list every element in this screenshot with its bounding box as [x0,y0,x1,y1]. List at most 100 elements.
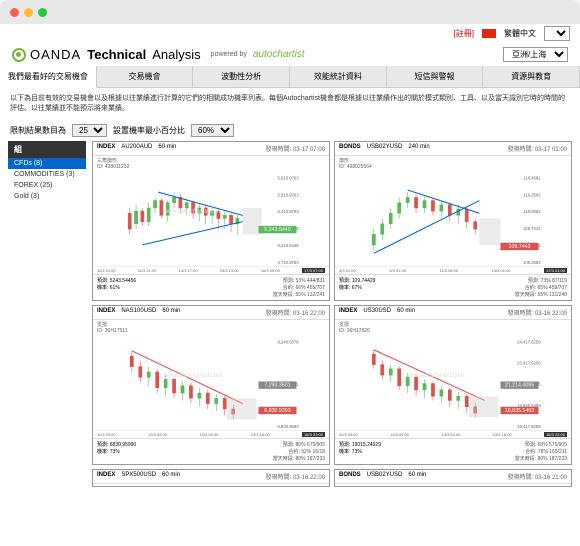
location-select[interactable]: 亞洲/上海 [503,47,568,62]
tab-2[interactable]: 波動性分析 [193,66,290,87]
svg-text:21,214.4095: 21,214.4095 [505,382,534,388]
chart-footer-right: 預測: 80% 675/905合約: 92% 16/18當天時段: 80% 18… [211,441,325,462]
charts-grid: INDEX AU200AUD 60 min 發現時間: 03-17 07:00 … [92,141,572,487]
svg-text:110.4582: 110.4582 [523,175,541,180]
svg-text:19,417.6259: 19,417.6259 [517,423,541,428]
oanda-icon [12,48,26,62]
chart-type: INDEX [339,308,357,317]
chart-interval: 60 min [397,308,415,317]
chart-footer: 預測: 5243.54456機率: 61% 預測: 53% 444/831合約:… [93,274,329,300]
chart-header: INDEX US30USD 60 min 發現時間: 03-16 22:00 [335,306,571,320]
chart-time: 發現時間: 03-16 22:00 [508,308,567,317]
register-link[interactable]: [註冊] [454,28,474,39]
chart-symbol: USB02YUSD [367,144,403,153]
svg-text:109.2583: 109.2583 [523,259,541,264]
sidebar-item-0[interactable]: CFDs (8) [8,158,86,169]
chart-subtitle: 三角旗形ID: 498011232 [93,156,329,171]
maximize-dot[interactable] [38,8,47,17]
chart-symbol: US30USD [363,308,391,317]
svg-text:109.7443: 109.7443 [509,244,531,250]
oanda-logo: OANDA [12,47,81,62]
chart-time: 發現時間: 03-16 22:00 [266,308,325,317]
chart-subtitle: 支撐ID: 36H17826 [335,320,571,335]
title-light: Analysis [152,47,200,62]
sidebar-item-1[interactable]: COMMODITIES (3) [8,169,86,180]
chart-footer-left: 預測: 19015.24929機率: 73% [339,441,453,462]
chart-footer: 預測: 6830.95990機率: 73% 預測: 80% 675/905合約:… [93,438,329,464]
language-select[interactable] [544,26,570,41]
chart-svg: 8,240.93787,293.35016,830.95937,293.3501… [93,335,329,430]
browser-titlebar [0,0,580,24]
chart-type: BONDS [339,144,361,153]
app-window: [註冊] 繁體中文 OANDA Technical Analysis power… [0,24,580,546]
sidebar-item-3[interactable]: Gold (3) [8,191,86,202]
chart-cell: INDEX SPX500USD 60 min 發現時間: 03-16 22:00 [92,469,330,487]
chart-type: INDEX [97,144,115,153]
chart-cell: BONDS USB02YUSD 240 min 發現時間: 03-17 01:0… [334,141,572,301]
autochartist-logo: autochartist [253,49,305,60]
chart-interval: 240 min [408,144,429,153]
chart-xaxis: 11/3 20:0012/3 04:0013/3 04:0013/3 18:00… [93,430,329,438]
tab-0[interactable]: 我們最看好的交易機會 [0,66,97,88]
chart-subtitle: 支撐ID: 36H17511 [93,320,329,335]
chart-header: INDEX AU200AUD 60 min 發現時間: 03-17 07:00 [93,142,329,156]
tab-5[interactable]: 資源與教育 [483,66,580,87]
watermark: www.autochartist.com [406,373,464,379]
close-dot[interactable] [10,8,19,17]
minimize-dot[interactable] [24,8,33,17]
limit-select[interactable]: 25 [72,124,107,137]
controls: 限制結果數目為 25 設置機率最小百分比 60% [0,120,580,141]
svg-text:4,710.9763: 4,710.9763 [277,259,299,264]
sidebar-item-2[interactable]: FOREX (25) [8,180,86,191]
chart-type: INDEX [97,308,115,317]
chart-cell: BONDS USB02YUSD 60 min 發現時間: 03-16 21:00 [334,469,572,487]
chart-body: 110.4582110.2582110.0582109.7443109.4582… [335,171,571,266]
svg-text:6,830.9393: 6,830.9393 [264,408,290,414]
chart-xaxis: 11/3 20:0012/3 04:0013/3 04:0013/3 18:00… [335,430,571,438]
chart-xaxis: 11/3 01:0011/3 21:0014/3 17:0015/3 13:00… [93,266,329,274]
chart-subtitle: 旗形ID: 498025564 [335,156,571,171]
chart-type: BONDS [339,472,361,481]
flag-icon [482,29,496,38]
svg-text:5,410.9763: 5,410.9763 [277,209,299,214]
svg-text:110.0582: 110.0582 [523,209,541,214]
chart-header: INDEX NAS100USD 60 min 發現時間: 03-16 22:00 [93,306,329,320]
chart-time: 發現時間: 03-16 21:00 [508,472,567,481]
chart-symbol: SPX500USD [121,472,156,481]
chart-svg: 24,417.625923,417.625921,214.409519,835.… [335,335,571,430]
chart-body: www.autochartist.com8,240.93787,293.3501… [93,335,329,430]
chart-time: 發現時間: 03-17 01:00 [508,144,567,153]
chart-svg: 110.4582110.2582110.0582109.7443109.4582… [335,171,571,266]
chart-footer-left: 預測: 5243.54456機率: 61% [97,277,211,298]
brand-text: OANDA [30,47,81,62]
limit-label: 限制結果數目為 [10,125,66,136]
chart-type: INDEX [97,472,115,481]
chart-cell: INDEX AU200AUD 60 min 發現時間: 03-17 07:00 … [92,141,330,301]
chart-interval: 60 min [158,144,176,153]
chart-header: BONDS USB02YUSD 240 min 發現時間: 03-17 01:0… [335,142,571,156]
chart-symbol: NAS100USD [121,308,156,317]
sidebar: 組 CFDs (8)COMMODITIES (3)FOREX (25)Gold … [8,141,86,487]
svg-text:5,243.5440: 5,243.5440 [264,227,290,233]
tab-1[interactable]: 交易機會 [97,66,194,87]
chart-cell: INDEX US30USD 60 min 發現時間: 03-16 22:00 支… [334,305,572,465]
tab-3[interactable]: 效能統計資料 [290,66,387,87]
chart-time: 發現時間: 03-17 07:00 [266,144,325,153]
chart-time: 發現時間: 03-16 22:00 [266,472,325,481]
chart-footer-left: 預測: 6830.95990機率: 73% [97,441,211,462]
chart-footer-right: 預測: 73% 87/119合約: 65% 459/707當天時段: 55% 1… [453,277,567,298]
chart-svg: 5,610.97635,510.97635,410.97635,310.9763… [93,171,329,266]
svg-text:24,417.6259: 24,417.6259 [517,339,541,344]
svg-text:6,830.9593: 6,830.9593 [277,423,299,428]
svg-text:23,417.6259: 23,417.6259 [517,360,541,365]
chart-cell: INDEX NAS100USD 60 min 發現時間: 03-16 22:00… [92,305,330,465]
title-bold: Technical [87,47,146,62]
chart-interval: 60 min [408,472,426,481]
chart-footer-left: 預測: 109.74429機率: 67% [339,277,453,298]
svg-text:7,293.3501: 7,293.3501 [264,382,290,388]
prob-select[interactable]: 60% [191,124,234,137]
header: OANDA Technical Analysis powered by auto… [0,43,580,66]
tab-4[interactable]: 短信與警報 [387,66,484,87]
chart-footer: 預測: 109.74429機率: 67% 預測: 73% 87/119合約: 6… [335,274,571,300]
tabs: 我們最看好的交易機會交易機會波動性分析效能統計資料短信與警報資源與教育 [0,66,580,88]
